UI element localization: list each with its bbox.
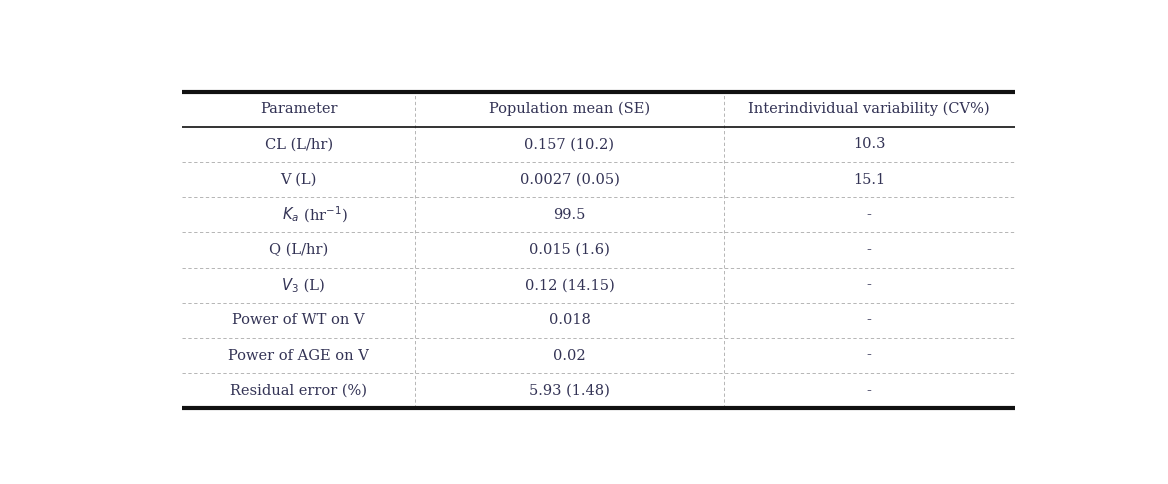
Text: 99.5: 99.5 (554, 208, 585, 222)
Text: $V_3$: $V_3$ (281, 276, 299, 295)
Text: 0.02: 0.02 (554, 348, 586, 363)
Text: -: - (867, 278, 871, 292)
Text: (hr$^{-1}$): (hr$^{-1}$) (299, 205, 348, 225)
Text: -: - (867, 348, 871, 363)
Text: 5.93 (1.48): 5.93 (1.48) (529, 384, 610, 398)
Text: Population mean (SE): Population mean (SE) (489, 102, 651, 117)
Text: 15.1: 15.1 (853, 173, 885, 187)
Text: Residual error (%): Residual error (%) (230, 384, 367, 398)
Text: $K_a$: $K_a$ (281, 206, 299, 224)
Text: 0.157 (10.2): 0.157 (10.2) (524, 137, 614, 151)
Text: Parameter: Parameter (260, 102, 338, 116)
Text: Q (L/hr): Q (L/hr) (269, 243, 328, 257)
Text: 0.018: 0.018 (549, 314, 590, 327)
Text: (L): (L) (299, 278, 325, 292)
Text: 10.3: 10.3 (853, 137, 885, 151)
Text: Power of WT on V: Power of WT on V (232, 314, 366, 327)
Text: Interindividual variability (CV%): Interindividual variability (CV%) (749, 102, 990, 117)
Text: 0.12 (14.15): 0.12 (14.15) (524, 278, 614, 292)
Text: -: - (867, 243, 871, 257)
Text: CL (L/hr): CL (L/hr) (265, 137, 333, 151)
Text: 0.015 (1.6): 0.015 (1.6) (529, 243, 610, 257)
Text: -: - (867, 208, 871, 222)
Text: V (L): V (L) (280, 173, 317, 187)
Text: 0.0027 (0.05): 0.0027 (0.05) (520, 173, 619, 187)
Text: -: - (867, 314, 871, 327)
Text: Power of AGE on V: Power of AGE on V (229, 348, 369, 363)
Text: -: - (867, 384, 871, 398)
